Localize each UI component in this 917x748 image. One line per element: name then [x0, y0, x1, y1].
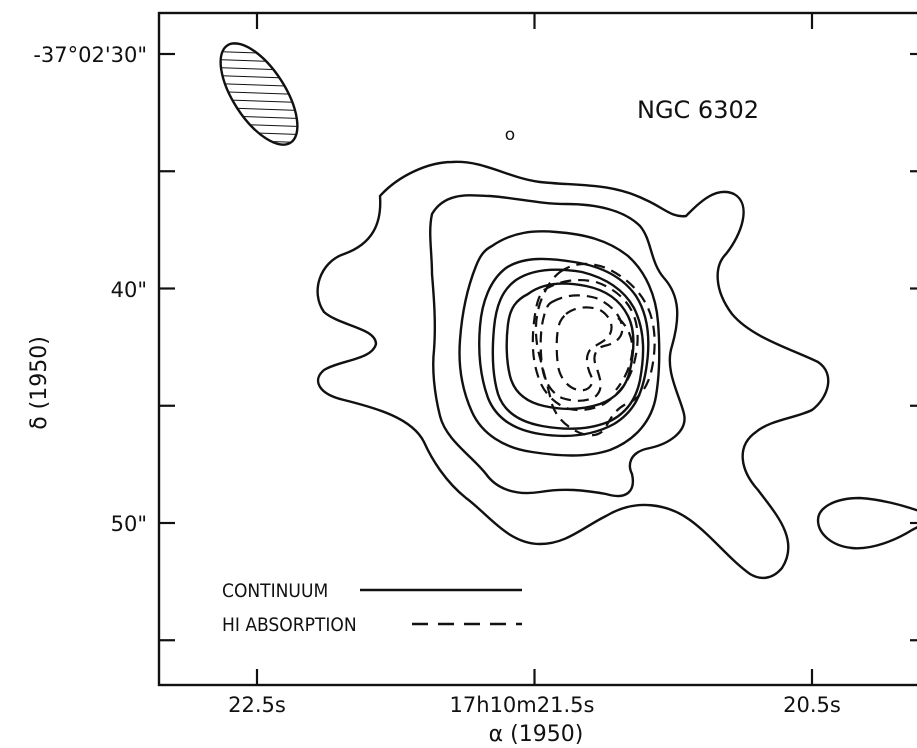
- continuum-contour-2: [429, 194, 686, 498]
- position-marker-label: o: [505, 125, 515, 145]
- beam-ellipse: [219, 42, 299, 146]
- continuum-contour-3: [458, 230, 661, 457]
- continuum-contours: [316, 160, 830, 580]
- x-tick-label-22-5: 22.5s: [228, 693, 286, 717]
- chart-title: NGC 6302: [637, 96, 759, 124]
- axis-ticks: [159, 13, 917, 685]
- continuum-contour-edge: [816, 496, 917, 550]
- y-axis-label: δ (1950): [27, 336, 52, 430]
- continuum-contour-1: [316, 160, 830, 580]
- plot-frame: [157, 11, 917, 687]
- hi-absorption-contour-2: [531, 279, 639, 412]
- legend-label-continuum: CONTINUUM: [222, 580, 328, 602]
- continuum-contour-6: [505, 282, 635, 410]
- x-axis-label: α (1950): [489, 722, 584, 747]
- legend-label-hi-absorption: HI ABSORPTION: [222, 614, 357, 636]
- continuum-contour-5: [491, 268, 645, 430]
- y-tick-label-50: 50": [111, 512, 147, 536]
- hi-absorption-contour-3: [539, 294, 624, 402]
- hi-absorption-contour-4: [555, 306, 613, 392]
- hi-absorption-contour-1: [534, 262, 656, 437]
- y-tick-label-40: 40": [111, 278, 147, 302]
- hi-absorption-contour-5: [615, 317, 634, 391]
- legend: CONTINUUM HI ABSORPTION: [222, 580, 522, 636]
- y-tick-label-30: -37°02'30": [33, 43, 147, 67]
- hi-absorption-contours: [531, 262, 656, 437]
- continuum-contour-4: [478, 257, 650, 438]
- x-tick-label-20-5: 20.5s: [783, 693, 841, 717]
- x-tick-label-21-5: 17h10m21.5s: [450, 693, 595, 717]
